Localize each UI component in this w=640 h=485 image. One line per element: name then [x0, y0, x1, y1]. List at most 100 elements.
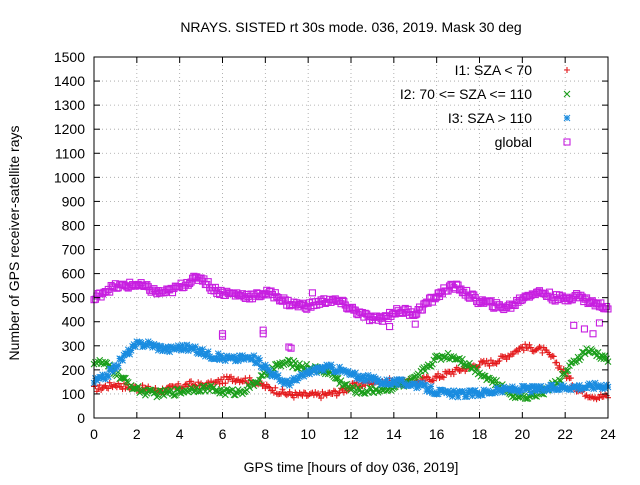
data-point	[549, 352, 556, 359]
data-point	[423, 373, 430, 380]
data-point	[124, 346, 132, 354]
data-point	[546, 386, 553, 394]
data-point	[287, 379, 295, 386]
data-point	[560, 366, 567, 373]
y-tick-label: 300	[62, 338, 86, 354]
y-tick-label: 1300	[54, 97, 85, 113]
data-point	[171, 391, 179, 399]
data-point	[446, 391, 453, 399]
data-point	[163, 347, 171, 355]
y-tick-label: 1100	[55, 145, 85, 161]
data-point	[394, 381, 402, 389]
data-point	[567, 386, 575, 394]
data-point	[416, 371, 423, 379]
data-point	[266, 384, 273, 391]
data-point	[266, 367, 274, 375]
data-point	[246, 374, 253, 381]
data-point	[346, 370, 353, 378]
data-point	[279, 377, 286, 385]
legend-label: I3: SZA > 110	[448, 110, 532, 126]
data-point	[426, 388, 433, 396]
x-tick-label: 16	[429, 426, 445, 442]
data-point	[335, 390, 342, 397]
data-point	[596, 394, 603, 401]
data-point	[527, 389, 535, 396]
data-point	[458, 355, 466, 363]
data-point	[526, 384, 533, 392]
data-point	[256, 357, 264, 364]
legend-marker	[564, 67, 570, 73]
data-point	[478, 391, 486, 399]
data-point	[119, 374, 126, 382]
y-tick-label: 1200	[54, 121, 85, 137]
x-tick-label: 0	[90, 426, 98, 442]
data-point	[590, 395, 597, 402]
y-tick-label: 1400	[54, 73, 85, 89]
data-point-outlier	[595, 319, 603, 327]
data-point	[188, 378, 195, 385]
data-point	[112, 365, 119, 373]
data-point	[290, 394, 297, 401]
data-point	[234, 357, 242, 365]
y-tick-label: 400	[62, 314, 86, 330]
data-point	[107, 365, 115, 373]
data-point	[223, 352, 231, 360]
data-point	[578, 384, 586, 392]
y-tick-label: 600	[62, 266, 86, 282]
data-point	[525, 345, 532, 352]
legend-label: I1: SZA < 70	[455, 62, 533, 78]
y-tick-label: 800	[62, 217, 86, 233]
legend-marker	[563, 138, 571, 146]
data-point	[533, 346, 540, 353]
data-point	[199, 345, 206, 353]
data-point	[323, 392, 330, 399]
data-point	[444, 387, 452, 395]
data-point	[215, 376, 222, 383]
data-point	[601, 385, 609, 392]
data-point	[383, 376, 391, 384]
data-point	[517, 386, 525, 394]
x-tick-label: 8	[261, 426, 269, 442]
data-point	[235, 376, 242, 383]
data-point	[303, 360, 311, 368]
data-point	[100, 383, 107, 390]
data-point	[556, 362, 563, 369]
data-point-outlier	[259, 330, 267, 338]
data-point	[471, 387, 479, 394]
data-point-outlier	[287, 344, 295, 352]
data-point	[440, 374, 447, 381]
data-point-outlier	[435, 289, 443, 297]
legend-label: global	[495, 134, 532, 150]
data-point-outlier	[589, 330, 597, 338]
chart-title: NRAYS. SISTED rt 30s mode. 036, 2019. Ma…	[180, 19, 521, 35]
data-point-outlier	[285, 343, 293, 351]
data-point	[493, 377, 501, 384]
data-point	[132, 343, 139, 351]
data-point	[435, 370, 442, 377]
x-tick-label: 18	[472, 426, 488, 442]
data-point-outlier	[580, 325, 588, 333]
data-point	[154, 346, 162, 354]
data-point	[286, 381, 293, 389]
data-point	[216, 380, 223, 387]
data-point	[157, 342, 165, 350]
data-point	[344, 367, 352, 375]
data-point-outlier	[385, 322, 394, 331]
data-point	[563, 367, 570, 375]
data-point	[533, 393, 540, 400]
data-point	[173, 345, 181, 353]
x-tick-label: 24	[600, 426, 616, 442]
data-point	[197, 350, 205, 358]
data-point	[116, 355, 124, 362]
data-point	[110, 381, 117, 388]
data-point	[104, 373, 112, 381]
x-tick-label: 12	[343, 426, 359, 442]
data-point-outlier	[570, 321, 578, 329]
data-point	[320, 391, 327, 398]
data-point	[434, 390, 442, 398]
data-point	[272, 384, 279, 391]
data-point	[534, 387, 542, 394]
data-point	[306, 391, 313, 398]
data-point	[246, 384, 254, 392]
data-point	[594, 348, 602, 356]
